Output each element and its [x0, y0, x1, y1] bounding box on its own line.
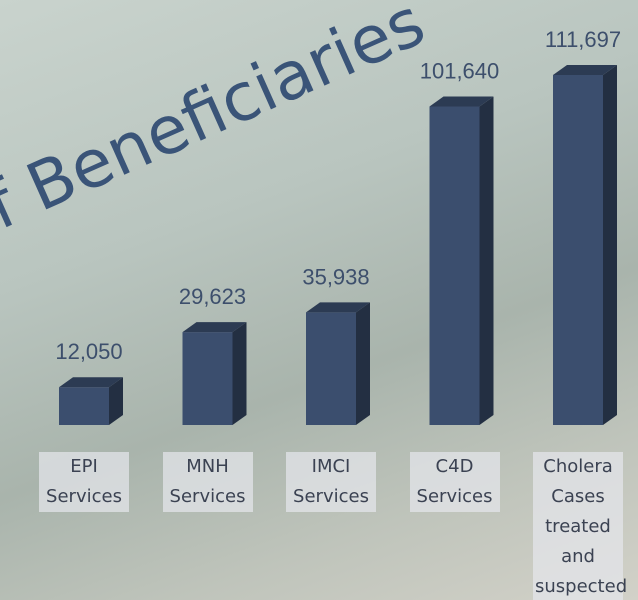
chart-title: f Beneficiaries — [0, 0, 436, 245]
bar-side — [603, 65, 617, 425]
bar-front — [183, 332, 233, 425]
value-label: 111,697 — [545, 27, 621, 52]
value-label: 29,623 — [179, 284, 246, 309]
chart: f Beneficiaries 12,050 29,623 35,938 101,64… — [0, 0, 638, 600]
bar-front — [59, 387, 109, 425]
bar — [553, 65, 617, 425]
category-label: IMCI Services — [286, 452, 376, 512]
category-label: C4D Services — [410, 452, 500, 512]
value-label: 35,938 — [302, 264, 369, 289]
category-label: MNH Services — [163, 452, 253, 512]
bar-side — [356, 302, 370, 425]
category-label: EPI Services — [39, 452, 129, 512]
bar — [183, 322, 247, 425]
bar-side — [480, 97, 494, 425]
bar — [306, 302, 370, 425]
category-label: Cholera Cases treated and suspected — [533, 452, 623, 600]
bar-front — [553, 75, 603, 425]
value-label: 101,640 — [420, 59, 500, 84]
bar — [59, 377, 123, 425]
bar-front — [306, 312, 356, 425]
bar-front — [430, 107, 480, 425]
bar-side — [233, 322, 247, 425]
bar — [430, 97, 494, 425]
value-label: 12,050 — [55, 339, 122, 364]
